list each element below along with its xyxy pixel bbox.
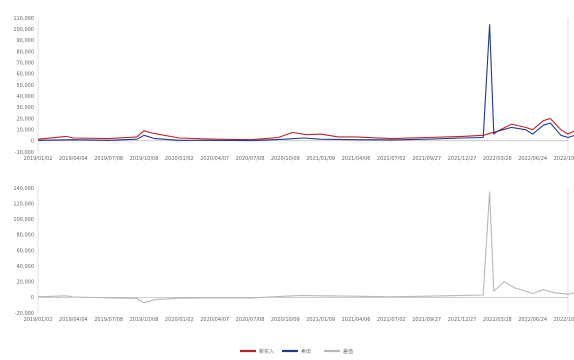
y-tick-label: 120,000 [13,201,34,207]
y-tick-label: 100,000 [13,27,34,33]
y-tick-label: 100,000 [13,217,34,223]
y-tick-label: 110,000 [13,16,34,22]
x-tick-label: 2019/01/02 [24,317,53,323]
x-tick-label: 2021/07/02 [377,156,406,162]
x-tick-label: 2022/10/21 [554,317,574,323]
y-tick-label: 40,000 [17,94,35,100]
y-tick-label: 10,000 [17,127,35,133]
y-tick-label: -10,000 [15,150,34,156]
x-tick-label: 2021/09/27 [412,156,441,162]
x-tick-label: 2021/07/02 [377,317,406,323]
x-tick-label: 2021/01/09 [306,156,335,162]
legend-label: 新买入 [259,348,274,355]
x-tick-label: 2019/04/04 [59,317,88,323]
y-tick-label: 80,000 [17,233,35,239]
series-line [37,24,574,142]
y-tick-label: 50,000 [17,83,35,89]
x-tick-label: 2022/10/21 [554,156,574,162]
y-tick-label: 0 [31,295,34,301]
x-tick-label: 2019/04/04 [59,156,88,162]
x-tick-label: 2020/04/07 [200,317,229,323]
x-tick-label: 2019/10/08 [130,317,159,323]
x-tick-label: 2020/07/08 [236,156,265,162]
x-tick-label: 2020/10/09 [271,156,300,162]
x-tick-label: 2019/10/08 [130,156,159,162]
y-tick-label: 60,000 [17,248,35,254]
y-tick-label: 70,000 [17,60,35,66]
x-tick-label: 2021/01/09 [306,317,335,323]
y-tick-label: 20,000 [17,116,35,122]
x-tick-label: 2020/07/08 [236,317,265,323]
y-tick-label: 140,000 [13,186,34,192]
legend-label: 差值 [343,348,353,355]
x-tick-label: 2020/01/02 [165,156,194,162]
y-tick-label: 40,000 [17,264,35,270]
x-tick-label: 2021/04/06 [342,317,371,323]
chart-top: -10,000 0 10,000 20,000 30,000 40,000 50,000 60… [13,16,574,162]
y-tick-label: -20,000 [15,311,34,317]
y-tick-label: 20,000 [17,280,35,286]
x-tick-label: 2022/06/24 [518,317,547,323]
x-tick-label: 2020/10/09 [271,317,300,323]
x-tick-label: 2021/09/27 [412,317,441,323]
x-tick-label: 2021/12/27 [448,156,477,162]
y-tick-label: 80,000 [17,49,35,55]
y-tick-label: 0 [31,139,34,145]
x-tick-label: 2019/01/02 [24,156,53,162]
series-line [37,191,574,304]
legend-label: 卖出 [301,348,311,355]
x-tick-label: 2020/01/02 [165,317,194,323]
x-tick-label: 2019/07/08 [94,317,123,323]
series-line [37,117,574,141]
x-tick-label: 2020/04/07 [200,156,229,162]
legend: 新买入 卖出 差值 [240,348,353,355]
chart-bottom: -20,000 0 20,000 40,000 60,000 80,000 100,000 1… [13,186,574,323]
x-tick-label: 2022/06/24 [518,156,547,162]
y-tick-label: 30,000 [17,105,35,111]
x-tick-label: 2021/12/27 [448,317,477,323]
y-tick-label: 90,000 [17,38,35,44]
x-tick-label: 2022/03/28 [483,156,512,162]
x-tick-label: 2019/07/08 [94,156,123,162]
y-tick-label: 60,000 [17,72,35,78]
x-tick-label: 2021/04/06 [342,156,371,162]
x-tick-label: 2022/03/28 [483,317,512,323]
